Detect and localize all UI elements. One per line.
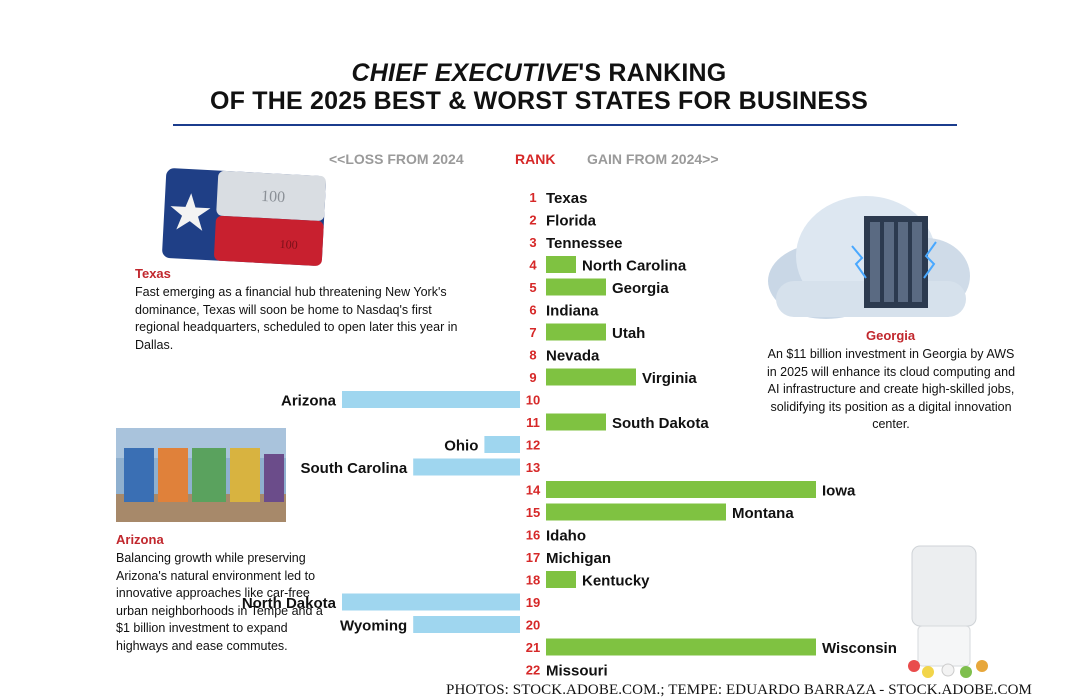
state-label: Ohio xyxy=(444,438,478,455)
loss-bar xyxy=(413,458,520,476)
rank-number: 22 xyxy=(526,663,540,678)
rank-number: 20 xyxy=(526,618,540,633)
rank-number: 5 xyxy=(529,280,536,295)
arizona-panel-title: Arizona xyxy=(116,532,164,547)
arizona-panel-text: Balancing growth while preserving Arizon… xyxy=(116,551,323,653)
rank-number: 6 xyxy=(529,303,536,318)
state-label: Arizona xyxy=(281,393,337,410)
rank-number: 8 xyxy=(529,348,536,363)
gain-bar xyxy=(546,256,576,273)
loss-bar xyxy=(413,616,520,633)
texas-panel-text: Fast emerging as a financial hub threate… xyxy=(135,285,458,352)
state-label: Iowa xyxy=(822,483,856,500)
state-label: South Carolina xyxy=(301,460,408,477)
loss-bar xyxy=(342,593,520,611)
rank-number: 15 xyxy=(526,505,540,520)
gain-bar xyxy=(546,368,636,386)
chart-title-line2: OF THE 2025 BEST & WORST STATES FOR BUSI… xyxy=(210,87,868,115)
rank-number: 3 xyxy=(529,235,536,250)
rank-number: 2 xyxy=(529,213,536,228)
state-label: Missouri xyxy=(546,663,608,680)
rank-number: 21 xyxy=(526,640,540,655)
rank-number: 14 xyxy=(526,483,541,498)
state-label: Utah xyxy=(612,325,645,342)
gain-header: GAIN FROM 2024>> xyxy=(587,151,719,167)
chart-title-line1: CHIEF EXECUTIVE'S RANKING xyxy=(351,59,727,87)
rank-number: 1 xyxy=(529,190,536,205)
loss-bar xyxy=(484,436,520,453)
georgia-panel-text: An $11 billion investment in Georgia by … xyxy=(766,347,1016,432)
title-rule xyxy=(173,124,957,126)
georgia-panel-title: Georgia xyxy=(866,328,916,343)
state-label: South Dakota xyxy=(612,415,709,432)
cloud-server-image xyxy=(768,196,970,319)
rank-number: 19 xyxy=(526,595,540,610)
gain-bar xyxy=(546,278,606,296)
state-label: Florida xyxy=(546,213,597,230)
rank-number: 17 xyxy=(526,550,540,565)
rank-number: 4 xyxy=(529,258,537,273)
photo-credit: PHOTOS: STOCK.ADOBE.COM.; TEMPE: EDUARDO… xyxy=(446,682,1032,698)
rank-number: 18 xyxy=(526,573,540,588)
state-label: Wisconsin xyxy=(822,640,897,657)
rank-number: 10 xyxy=(526,393,540,408)
texas-panel-title: Texas xyxy=(135,266,171,281)
tempe-sign-image xyxy=(116,428,286,522)
state-label: North Carolina xyxy=(582,258,687,275)
rank-number: 11 xyxy=(526,415,540,430)
gain-bar xyxy=(546,503,726,521)
state-label: Texas xyxy=(546,190,587,207)
gain-bar xyxy=(546,481,816,498)
state-label: Michigan xyxy=(546,550,611,567)
state-label: Georgia xyxy=(612,280,669,297)
state-label: Tennessee xyxy=(546,235,622,252)
gain-bar xyxy=(546,413,606,431)
loss-header: <<LOSS FROM 2024 xyxy=(329,151,464,167)
gain-bar xyxy=(546,638,816,656)
svg-text:100: 100 xyxy=(279,237,298,252)
rank-header: RANK xyxy=(515,151,556,167)
rank-number: 12 xyxy=(526,438,540,453)
state-label: Nevada xyxy=(546,348,600,365)
svg-text:100: 100 xyxy=(261,188,286,206)
state-label: Kentucky xyxy=(582,573,650,590)
texas-flag-image: 100 100 xyxy=(162,168,326,266)
state-label: North Dakota xyxy=(242,595,337,612)
state-label: Indiana xyxy=(546,303,599,320)
state-label: Wyoming xyxy=(340,618,407,635)
gain-bar xyxy=(546,323,606,341)
rank-number: 7 xyxy=(529,325,536,340)
rank-number: 13 xyxy=(526,460,540,475)
rank-number: 9 xyxy=(529,370,536,385)
rank-number: 16 xyxy=(526,528,540,543)
loss-bar xyxy=(342,391,520,408)
gain-bar xyxy=(546,571,576,588)
state-label: Virginia xyxy=(642,370,697,387)
pill-bottle-image xyxy=(908,545,988,678)
state-label: Idaho xyxy=(546,528,586,545)
state-label: Montana xyxy=(732,505,794,522)
